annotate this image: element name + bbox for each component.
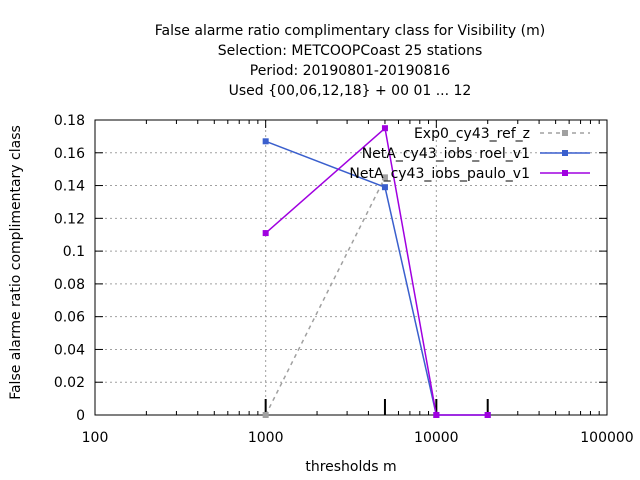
legend-label: NetA_cy43_iobs_paulo_v1 (349, 166, 530, 182)
legend-label: NetA_cy43_iobs_roel_v1 (362, 146, 530, 162)
y-tick-label: 0 (76, 408, 85, 424)
series-point-0 (381, 174, 388, 181)
y-axis: 0 0.02 0.04 0.06 0.08 0.1 0.12 0.14 0.16 0.18 (54, 113, 607, 424)
y-tick-label: 0.14 (54, 179, 85, 195)
series-line-0 (265, 177, 386, 416)
legend: Exp0_cy43_ref_z NetA_cy43_iobs_roel_v1 Net… (349, 126, 590, 182)
title-line: Selection: METCOOPCoast 25 stations (218, 43, 483, 59)
x-axis: 100 1000 10000 100000 (82, 120, 634, 446)
y-tick-label: 0.02 (54, 375, 85, 391)
series-point-2 (381, 125, 388, 132)
grid (95, 120, 607, 415)
legend-marker (562, 130, 568, 136)
series-point-2 (433, 412, 440, 418)
x-tick-label: 10000 (414, 430, 459, 446)
y-tick-label: 0.18 (54, 113, 85, 129)
x-axis-label: thresholds m (305, 459, 396, 475)
legend-marker (562, 150, 568, 156)
y-tick-label: 0.08 (54, 277, 85, 293)
y-axis-label: False alarme ratio complimentary class (8, 125, 24, 400)
plot-frame (94, 119, 608, 416)
series-line-2 (265, 126, 488, 416)
x-tick-label: 100 (82, 430, 109, 446)
title-line: Period: 20190801-20190816 (250, 63, 450, 79)
chart-title: False alarme ratio complimentary class f… (155, 23, 545, 99)
threshold-marks (264, 399, 489, 415)
title-line: Used {00,06,12,18} + 00 01 ... 12 (229, 83, 472, 99)
y-tick-label: 0.16 (54, 146, 85, 162)
series-layer (262, 125, 491, 418)
title-line: False alarme ratio complimentary class f… (155, 23, 545, 39)
series-point-1 (262, 138, 269, 145)
series-point-1 (381, 184, 388, 191)
legend-marker (562, 170, 568, 176)
y-tick-label: 0.12 (54, 211, 85, 227)
series-point-2 (262, 230, 269, 237)
y-tick-label: 0.04 (54, 342, 85, 358)
series-line-1 (265, 140, 488, 416)
x-tick-label: 1000 (248, 430, 284, 446)
legend-label: Exp0_cy43_ref_z (414, 126, 530, 142)
y-tick-label: 0.06 (54, 310, 85, 326)
series-point-0 (262, 412, 269, 418)
x-tick-label: 100000 (580, 430, 633, 446)
y-tick-label: 0.1 (63, 244, 85, 260)
series-point-2 (484, 412, 491, 418)
